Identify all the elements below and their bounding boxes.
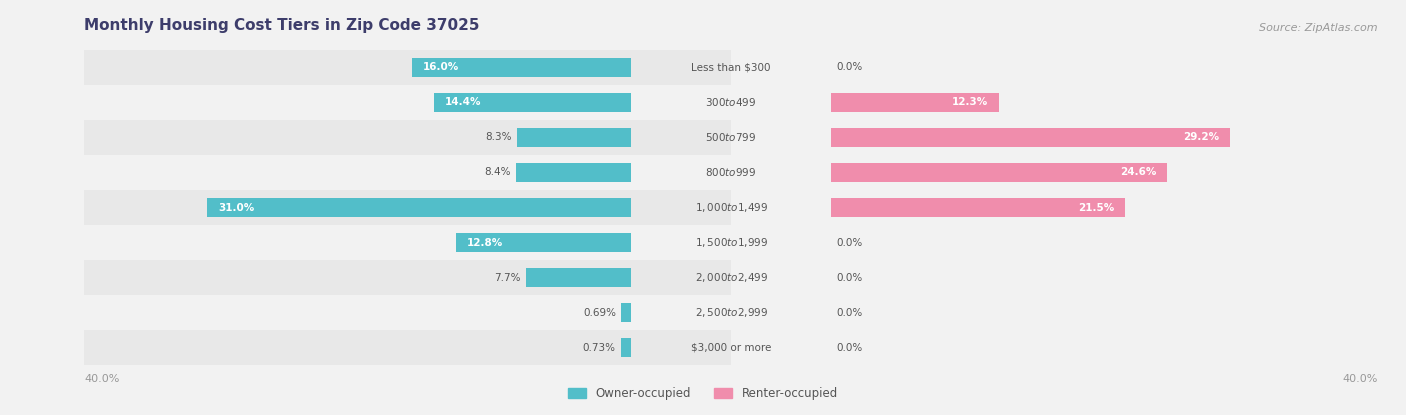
- Text: 8.4%: 8.4%: [484, 168, 510, 178]
- Bar: [456, 233, 631, 252]
- Bar: [0, 155, 731, 190]
- Bar: [0, 155, 631, 190]
- Text: 16.0%: 16.0%: [423, 62, 460, 72]
- Bar: [0, 190, 631, 225]
- Text: $3,000 or more: $3,000 or more: [690, 343, 772, 353]
- Bar: [0, 295, 631, 330]
- Legend: Owner-occupied, Renter-occupied: Owner-occupied, Renter-occupied: [564, 383, 842, 405]
- Bar: [412, 58, 631, 77]
- Text: 0.0%: 0.0%: [837, 308, 863, 317]
- Bar: [0, 85, 631, 120]
- Bar: [0, 330, 731, 365]
- Text: 31.0%: 31.0%: [218, 203, 254, 212]
- Bar: [831, 93, 1000, 112]
- Text: 8.3%: 8.3%: [485, 132, 512, 142]
- Text: 29.2%: 29.2%: [1184, 132, 1219, 142]
- Text: 21.5%: 21.5%: [1078, 203, 1114, 212]
- Bar: [0, 190, 831, 225]
- Text: 24.6%: 24.6%: [1121, 168, 1157, 178]
- Bar: [0, 225, 831, 260]
- Text: $2,000 to $2,499: $2,000 to $2,499: [695, 271, 768, 284]
- Text: $500 to $799: $500 to $799: [706, 132, 756, 144]
- Bar: [0, 225, 631, 260]
- Text: $1,000 to $1,499: $1,000 to $1,499: [695, 201, 768, 214]
- Bar: [526, 268, 631, 287]
- Text: 0.0%: 0.0%: [837, 273, 863, 283]
- Bar: [0, 50, 631, 85]
- Text: Monthly Housing Cost Tiers in Zip Code 37025: Monthly Housing Cost Tiers in Zip Code 3…: [84, 18, 479, 33]
- Bar: [0, 120, 731, 155]
- Bar: [0, 330, 831, 365]
- Bar: [207, 198, 631, 217]
- Text: 0.73%: 0.73%: [582, 343, 616, 353]
- Bar: [0, 190, 731, 225]
- Text: $800 to $999: $800 to $999: [706, 166, 756, 178]
- Bar: [0, 155, 831, 190]
- Bar: [0, 295, 831, 330]
- Bar: [434, 93, 631, 112]
- Bar: [0, 50, 831, 85]
- Text: $2,500 to $2,999: $2,500 to $2,999: [695, 306, 768, 319]
- Bar: [517, 128, 631, 147]
- Text: 12.8%: 12.8%: [467, 237, 503, 247]
- Bar: [831, 163, 1167, 182]
- Bar: [621, 303, 631, 322]
- Bar: [0, 85, 731, 120]
- Bar: [621, 338, 631, 357]
- Bar: [831, 198, 1125, 217]
- Bar: [0, 50, 731, 85]
- Text: 40.0%: 40.0%: [1343, 374, 1378, 384]
- Text: 40.0%: 40.0%: [84, 374, 120, 384]
- Text: Source: ZipAtlas.com: Source: ZipAtlas.com: [1260, 23, 1378, 33]
- Text: $300 to $499: $300 to $499: [706, 96, 756, 108]
- Text: 7.7%: 7.7%: [494, 273, 520, 283]
- Bar: [0, 225, 731, 260]
- Text: 0.69%: 0.69%: [583, 308, 616, 317]
- Bar: [0, 120, 831, 155]
- Bar: [0, 85, 831, 120]
- Text: 0.0%: 0.0%: [837, 343, 863, 353]
- Bar: [0, 330, 631, 365]
- Text: 0.0%: 0.0%: [837, 237, 863, 247]
- Text: 14.4%: 14.4%: [446, 98, 482, 107]
- Bar: [0, 120, 631, 155]
- Text: 12.3%: 12.3%: [952, 98, 988, 107]
- Text: 0.0%: 0.0%: [837, 62, 863, 72]
- Bar: [0, 295, 731, 330]
- Bar: [0, 260, 731, 295]
- Bar: [516, 163, 631, 182]
- Bar: [0, 260, 831, 295]
- Bar: [0, 260, 631, 295]
- Bar: [831, 128, 1230, 147]
- Text: $1,500 to $1,999: $1,500 to $1,999: [695, 236, 768, 249]
- Text: Less than $300: Less than $300: [692, 62, 770, 72]
